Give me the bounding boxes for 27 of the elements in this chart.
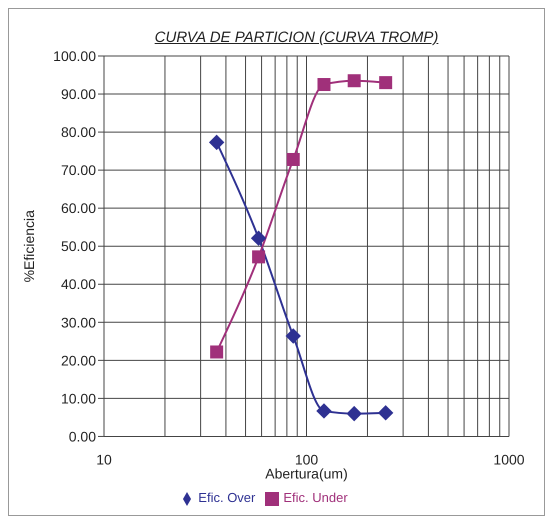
y-axis-title: %Eficiencia (20, 210, 37, 282)
x-tick-label: 10 (96, 451, 112, 468)
point (378, 405, 394, 420)
legend-label: Efic. Under (283, 490, 348, 506)
chart-title: CURVA DE PARTICION (CURVA TROMP) (154, 29, 440, 46)
point (379, 76, 392, 90)
point (251, 230, 266, 246)
y-tick-label: 70.00 (60, 162, 96, 178)
y-tick-label: 10.00 (60, 390, 96, 406)
x-tick-label: 1000 (493, 451, 525, 468)
point (316, 403, 332, 418)
x-axis-title: Abertura(um) (265, 465, 348, 482)
y-tick-label: 80.00 (60, 124, 96, 140)
y-tick-label: 90.00 (60, 86, 96, 102)
y-tick-label: 100.00 (53, 48, 96, 64)
y-tick-label: 30.00 (60, 314, 96, 330)
x-tick-label: 100 (294, 451, 318, 468)
point (317, 78, 330, 92)
y-tick-label: 40.00 (60, 276, 96, 292)
y-tick-label: 20.00 (60, 352, 96, 368)
point (348, 74, 361, 88)
y-tick-label: 50.00 (60, 238, 96, 254)
point (346, 406, 362, 422)
y-tick-label: 0.00 (68, 428, 96, 444)
legend-label: Efic. Over (198, 490, 256, 506)
y-tick-label: 60.00 (60, 200, 96, 216)
point (252, 250, 266, 264)
